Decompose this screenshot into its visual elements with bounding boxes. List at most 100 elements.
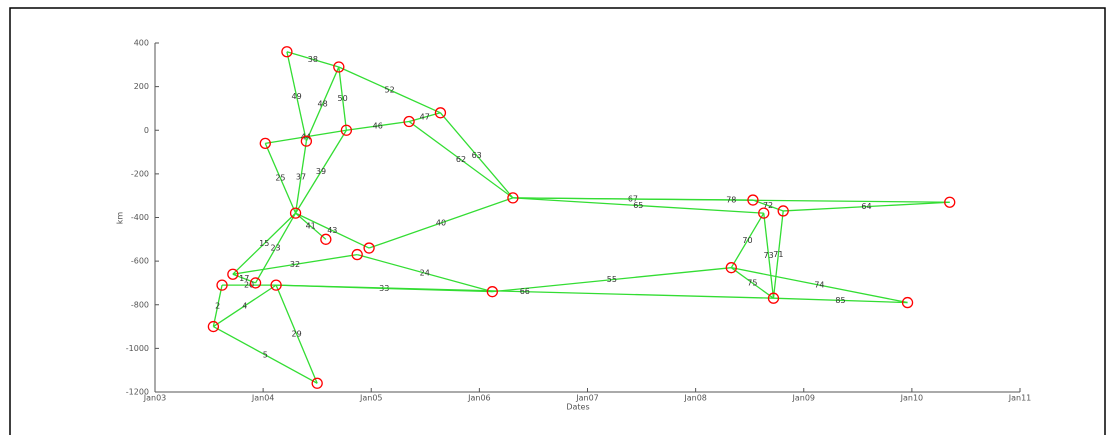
edge-label: 37 xyxy=(296,173,306,182)
y-tick-label: -1200 xyxy=(126,388,149,397)
frame xyxy=(9,7,1106,435)
node xyxy=(340,124,353,136)
edge-label: 75 xyxy=(747,278,757,287)
node xyxy=(227,268,239,280)
edge xyxy=(439,112,514,199)
edge xyxy=(730,267,774,299)
edge-label: 41 xyxy=(306,222,316,231)
node xyxy=(777,205,789,217)
edge-label: 39 xyxy=(316,167,326,176)
edge xyxy=(295,212,327,240)
node xyxy=(767,292,780,304)
edge xyxy=(232,253,358,275)
node xyxy=(747,194,759,206)
edge xyxy=(286,51,308,142)
edge xyxy=(357,253,493,293)
edge-label: 71 xyxy=(773,250,783,259)
edge-label: 24 xyxy=(420,269,430,278)
edge-label: 52 xyxy=(385,85,395,94)
edge-label: 63 xyxy=(472,151,482,160)
edge xyxy=(783,201,950,212)
edge xyxy=(512,197,950,203)
edge-label: 4 xyxy=(242,301,247,310)
x-tick-label: Jan07 xyxy=(575,394,599,403)
x-tick-label: Jan04 xyxy=(251,394,275,403)
edge-label: 50 xyxy=(338,94,348,103)
node xyxy=(901,296,914,309)
node xyxy=(300,135,313,147)
edge xyxy=(295,129,347,214)
edge-label: 15 xyxy=(259,239,269,248)
edge-label: 64 xyxy=(861,202,871,211)
edge xyxy=(338,66,441,114)
x-tick-label: Jan09 xyxy=(791,394,815,403)
x-tick-label: Jan05 xyxy=(359,394,383,403)
edge-label: 47 xyxy=(420,113,430,122)
edge xyxy=(286,51,339,68)
edge-label: 85 xyxy=(835,296,845,305)
x-tick-label: Jan06 xyxy=(467,394,491,403)
edge-label: 17 xyxy=(239,274,249,283)
edge-label: 73 xyxy=(764,251,774,260)
edge-label: 55 xyxy=(607,275,617,284)
y-tick-label: -1000 xyxy=(126,344,149,353)
edge-label: 20 xyxy=(244,281,254,290)
edge xyxy=(368,197,514,249)
edge xyxy=(408,121,514,199)
edge xyxy=(730,212,765,269)
edge xyxy=(772,210,784,299)
node xyxy=(270,279,282,291)
node xyxy=(486,286,499,298)
edge-label: 70 xyxy=(742,236,752,245)
y-tick-label: 400 xyxy=(134,39,149,48)
edge-label: 46 xyxy=(373,121,383,130)
node xyxy=(434,107,447,119)
edge-label: 2 xyxy=(215,301,220,310)
edge-label: 62 xyxy=(456,155,466,164)
edge xyxy=(232,273,256,284)
node xyxy=(259,137,271,149)
node xyxy=(351,248,363,261)
edge xyxy=(295,212,370,249)
node xyxy=(725,262,737,274)
edge xyxy=(212,284,223,327)
node xyxy=(281,46,293,58)
edge-label: 25 xyxy=(275,174,285,183)
y-tick-label: -600 xyxy=(131,257,149,266)
edge-label: 43 xyxy=(327,226,337,235)
edge xyxy=(275,284,318,384)
edge xyxy=(213,284,277,328)
edge-label: 66 xyxy=(520,287,530,296)
y-tick-label: 200 xyxy=(134,82,149,91)
x-axis-label: Dates xyxy=(566,403,589,412)
y-tick-label: -400 xyxy=(131,213,149,222)
node xyxy=(507,192,519,204)
node xyxy=(363,242,375,254)
edge-label: 32 xyxy=(290,260,300,269)
edge-label: 29 xyxy=(292,330,302,339)
edge-label: 40 xyxy=(436,218,446,227)
node xyxy=(758,207,770,219)
edge xyxy=(305,66,340,142)
edge xyxy=(492,267,732,293)
edge-label: 49 xyxy=(292,92,302,101)
edge-label: 78 xyxy=(726,196,736,205)
x-tick-label: Jan10 xyxy=(900,394,924,403)
edge xyxy=(763,213,775,299)
edge xyxy=(512,197,764,214)
node xyxy=(216,279,228,291)
edge xyxy=(232,212,297,275)
x-tick-label: Jan11 xyxy=(1008,394,1032,403)
edge xyxy=(264,143,297,214)
edge xyxy=(773,297,908,304)
y-tick-label: 0 xyxy=(144,126,149,135)
edge xyxy=(731,267,908,304)
node xyxy=(944,196,956,208)
y-tick-label: -800 xyxy=(131,300,149,309)
edge xyxy=(346,120,410,131)
edge-label: 38 xyxy=(308,55,318,64)
x-tick-label: Jan03 xyxy=(143,394,167,403)
edge-label: 48 xyxy=(318,100,328,109)
x-tick-label: Jan08 xyxy=(683,394,707,403)
